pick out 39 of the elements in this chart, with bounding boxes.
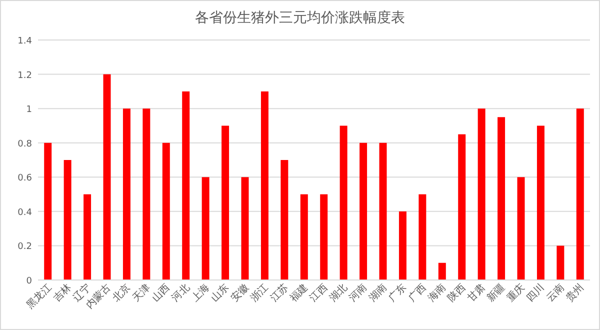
bar	[260, 91, 268, 280]
bar	[458, 134, 466, 280]
bar	[320, 194, 328, 280]
bar	[438, 262, 446, 280]
bar	[360, 142, 368, 280]
y-tick-label: 0.8	[18, 139, 32, 150]
y-tick-label: 0.6	[18, 174, 32, 184]
bar	[182, 91, 190, 280]
bar	[122, 108, 130, 280]
bar	[300, 194, 308, 280]
bar	[418, 194, 426, 280]
bar	[162, 142, 170, 280]
y-tick-label: 1.2	[18, 70, 32, 81]
y-tick-label: 0.4	[18, 208, 32, 218]
bar	[222, 126, 230, 280]
bar	[556, 246, 564, 280]
y-tick-label: 1	[26, 105, 32, 116]
bar	[142, 108, 150, 280]
bar	[64, 160, 72, 280]
bar	[536, 126, 544, 280]
bar	[280, 160, 288, 280]
bar	[576, 108, 584, 280]
bar	[517, 177, 525, 280]
y-tick-label: 0	[26, 276, 32, 286]
y-tick-label: 1.4	[18, 36, 32, 46]
bar	[103, 74, 111, 280]
chart-title: 各省份生猪外三元均价涨跌幅度表	[195, 10, 405, 26]
bar	[478, 108, 486, 280]
y-tick-label: 0.2	[18, 242, 32, 252]
bar	[84, 194, 92, 280]
bar	[44, 142, 52, 280]
bar	[498, 117, 506, 280]
bar	[202, 177, 210, 280]
x-tick-label: 陕西	[445, 282, 468, 304]
bar	[241, 177, 249, 280]
x-tick-label: 吉林	[51, 282, 74, 304]
bar	[379, 142, 387, 280]
bar	[398, 211, 406, 280]
bar	[340, 126, 348, 280]
